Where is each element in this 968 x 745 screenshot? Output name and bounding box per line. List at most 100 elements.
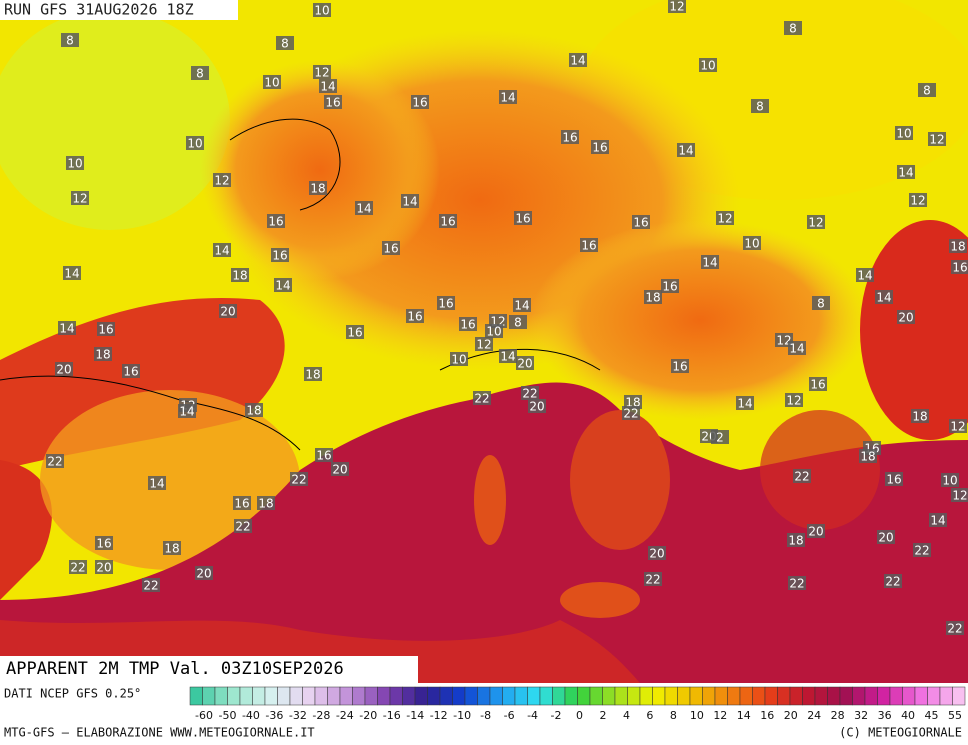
temperature-label: 10 bbox=[314, 4, 329, 18]
temperature-label: 22 bbox=[789, 577, 804, 591]
title-box bbox=[0, 656, 418, 683]
scale-swatch bbox=[502, 686, 516, 706]
temperature-label: 8 bbox=[281, 37, 289, 51]
temperature-label: 12 bbox=[214, 174, 229, 188]
temperature-label: 14 bbox=[59, 322, 74, 336]
temperature-label: 16 bbox=[460, 318, 475, 332]
temperature-label: 12 bbox=[717, 212, 732, 226]
scale-swatch bbox=[902, 686, 916, 706]
scale-swatch bbox=[577, 686, 591, 706]
label-box bbox=[324, 95, 342, 109]
label-box bbox=[71, 191, 89, 205]
label-box bbox=[516, 356, 534, 370]
scale-label: -28 bbox=[312, 709, 330, 722]
temperature-label: 22 bbox=[70, 561, 85, 575]
temperature-label: 10 bbox=[700, 59, 715, 73]
temperature-label: 12 bbox=[950, 420, 965, 434]
label-box bbox=[699, 58, 717, 72]
scale-swatch bbox=[714, 686, 728, 706]
temperature-label: 16 bbox=[316, 449, 331, 463]
scale-swatch bbox=[377, 686, 391, 706]
scale-label: -36 bbox=[265, 709, 283, 722]
label-box bbox=[895, 126, 913, 140]
scale-swatch bbox=[589, 686, 603, 706]
temperature-label: 22 bbox=[623, 407, 638, 421]
temperature-label: 20 bbox=[649, 547, 664, 561]
label-box bbox=[66, 156, 84, 170]
temperature-label: 22 bbox=[47, 455, 62, 469]
scale-label: 20 bbox=[784, 709, 798, 722]
label-box bbox=[69, 560, 87, 574]
label-box bbox=[624, 395, 642, 409]
scale-swatch bbox=[777, 686, 791, 706]
label-box bbox=[331, 462, 349, 476]
temperature-label: 18 bbox=[95, 348, 110, 362]
scale-swatch bbox=[889, 686, 903, 706]
label-box bbox=[213, 173, 231, 187]
scale-label: 24 bbox=[807, 709, 821, 722]
scale-swatch bbox=[827, 686, 841, 706]
temperature-label: 16 bbox=[440, 215, 455, 229]
label-box bbox=[911, 409, 929, 423]
temperature-label: 18 bbox=[310, 182, 325, 196]
scale-swatch bbox=[452, 686, 466, 706]
label-box bbox=[267, 214, 285, 228]
label-box bbox=[290, 472, 308, 486]
temperature-label: 22 bbox=[645, 573, 660, 587]
label-box bbox=[485, 324, 503, 338]
scale-label: 4 bbox=[623, 709, 630, 722]
temperature-label: 18 bbox=[258, 497, 273, 511]
scale-swatch bbox=[689, 686, 703, 706]
temperature-label: 14 bbox=[570, 54, 585, 68]
label-box bbox=[271, 248, 289, 262]
label-box bbox=[785, 393, 803, 407]
scale-swatch bbox=[327, 686, 341, 706]
scale-label: 32 bbox=[854, 709, 868, 722]
temperature-label: 8 bbox=[923, 84, 931, 98]
scale-label: -14 bbox=[406, 709, 424, 722]
label-box bbox=[509, 315, 527, 329]
temperature-label: 14 bbox=[320, 80, 335, 94]
scale-swatch bbox=[764, 686, 778, 706]
temperature-label: 14 bbox=[737, 397, 752, 411]
label-box bbox=[274, 278, 292, 292]
scale-label: -20 bbox=[359, 709, 377, 722]
label-box bbox=[701, 255, 719, 269]
scale-label: 12 bbox=[713, 709, 727, 722]
label-box bbox=[178, 404, 196, 418]
label-box bbox=[95, 560, 113, 574]
label-box bbox=[245, 403, 263, 417]
label-box bbox=[809, 377, 827, 391]
temperature-label: 16 bbox=[347, 326, 362, 340]
temperature-label: 12 bbox=[776, 334, 791, 348]
temperature-label: 20 bbox=[517, 357, 532, 371]
label-box bbox=[263, 75, 281, 89]
temperature-label: 16 bbox=[672, 360, 687, 374]
label-box bbox=[591, 140, 609, 154]
temperature-label: 16 bbox=[515, 212, 530, 226]
temperature-label: 14 bbox=[64, 267, 79, 281]
temperature-label: 14 bbox=[930, 514, 945, 528]
temperature-label: 18 bbox=[860, 450, 875, 464]
temperature-label: 22 bbox=[291, 473, 306, 487]
temperature-label: 18 bbox=[950, 240, 965, 254]
label-box bbox=[788, 341, 806, 355]
scale-label: -6 bbox=[504, 709, 515, 722]
scale-swatch bbox=[789, 686, 803, 706]
label-box bbox=[784, 21, 802, 35]
temperature-label: 22 bbox=[235, 520, 250, 534]
label-box bbox=[514, 211, 532, 225]
temperature-label: 16 bbox=[438, 297, 453, 311]
label-box bbox=[661, 279, 679, 293]
run-label: RUN GFS 31AUG2026 18Z bbox=[4, 1, 194, 19]
temperature-label: 22 bbox=[885, 575, 900, 589]
scale-label: -32 bbox=[289, 709, 307, 722]
scale-swatch bbox=[852, 686, 866, 706]
label-box bbox=[743, 236, 761, 250]
label-box bbox=[632, 215, 650, 229]
label-box bbox=[95, 536, 113, 550]
scale-swatch bbox=[939, 686, 953, 706]
temperature-label: 14 bbox=[857, 269, 872, 283]
scale-label: -50 bbox=[218, 709, 236, 722]
temperature-label: 10 bbox=[451, 353, 466, 367]
